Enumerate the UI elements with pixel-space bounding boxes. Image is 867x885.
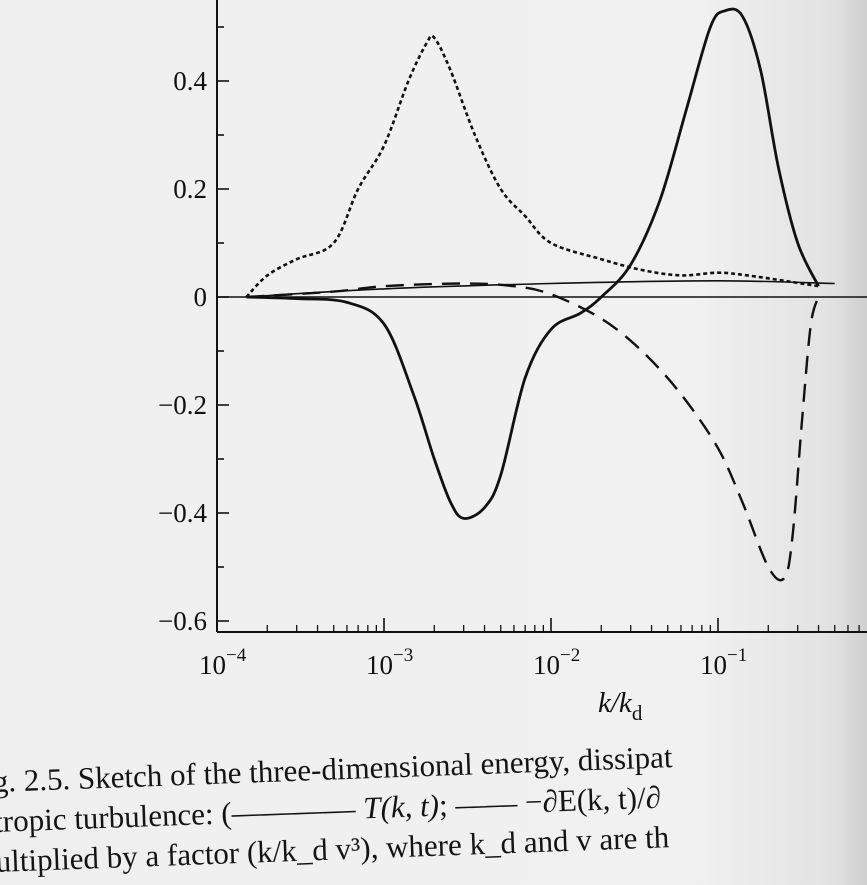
caption-line-2-c: ; –––– −∂E(k, t)/∂	[438, 779, 662, 823]
series-transfer-solid	[246, 7, 820, 520]
series-energy-change-dashed	[246, 282, 820, 582]
labels-layer: 0.60.40.20−0.2−0.4−0.610−410−310−210−1k/…	[158, 66, 747, 725]
x-tick-label: 10−1	[700, 645, 747, 680]
y-tick-label: −0.4	[158, 498, 207, 528]
x-axis-label: k/kd	[598, 687, 643, 725]
y-tick-label: 0.4	[173, 66, 207, 96]
x-tick-label: 10−3	[366, 645, 413, 680]
axes	[216, 0, 867, 633]
y-tick-label: 0.2	[173, 174, 207, 204]
series-layer	[245, 7, 835, 582]
y-tick-label: 0	[194, 282, 208, 312]
y-tick-label: −0.2	[158, 390, 207, 420]
y-tick-label: −0.6	[158, 606, 207, 636]
x-tick-label: 10−4	[199, 645, 247, 680]
x-tick-label: 10−2	[533, 645, 580, 680]
caption-line-2-b: T(k, t)	[362, 787, 440, 826]
series-dissipation-dotted	[245, 34, 819, 298]
series-thin-solid	[246, 280, 835, 298]
